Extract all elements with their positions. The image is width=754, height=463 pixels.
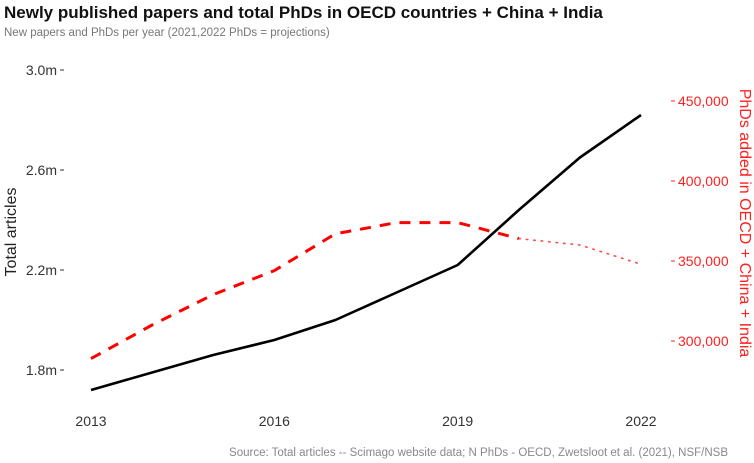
y2-tick-label: 400,000 [678, 173, 729, 189]
series-line-phds-dashed [90, 221, 520, 360]
chart-source: Source: Total articles -- Scimago websit… [229, 447, 728, 459]
y-tick-label: 1.8m [26, 362, 57, 378]
chart-subtitle: New papers and PhDs per year (2021,2022 … [4, 27, 330, 39]
y-tick-label: 2.6m [26, 162, 57, 178]
y-axis-label: Total articles [3, 188, 20, 277]
chart-title: Newly published papers and total PhDs in… [4, 3, 603, 22]
y2-tick-label: 350,000 [678, 253, 729, 269]
x-tick-label: 2019 [442, 413, 473, 429]
series-line-articles [90, 113, 642, 392]
x-tick-label: 2022 [625, 413, 656, 429]
series-line-phds-dotted [517, 237, 642, 266]
x-tick-label: 2016 [259, 413, 290, 429]
x-tick-label: 2013 [75, 413, 106, 429]
y-tick-label: 3.0m [26, 62, 57, 78]
y2-tick-label: 450,000 [678, 93, 729, 109]
y2-axis-label: PhDs added in OECD + China + India [736, 89, 753, 358]
y2-tick-label: 300,000 [678, 333, 729, 349]
y-tick-label: 2.2m [26, 262, 57, 278]
